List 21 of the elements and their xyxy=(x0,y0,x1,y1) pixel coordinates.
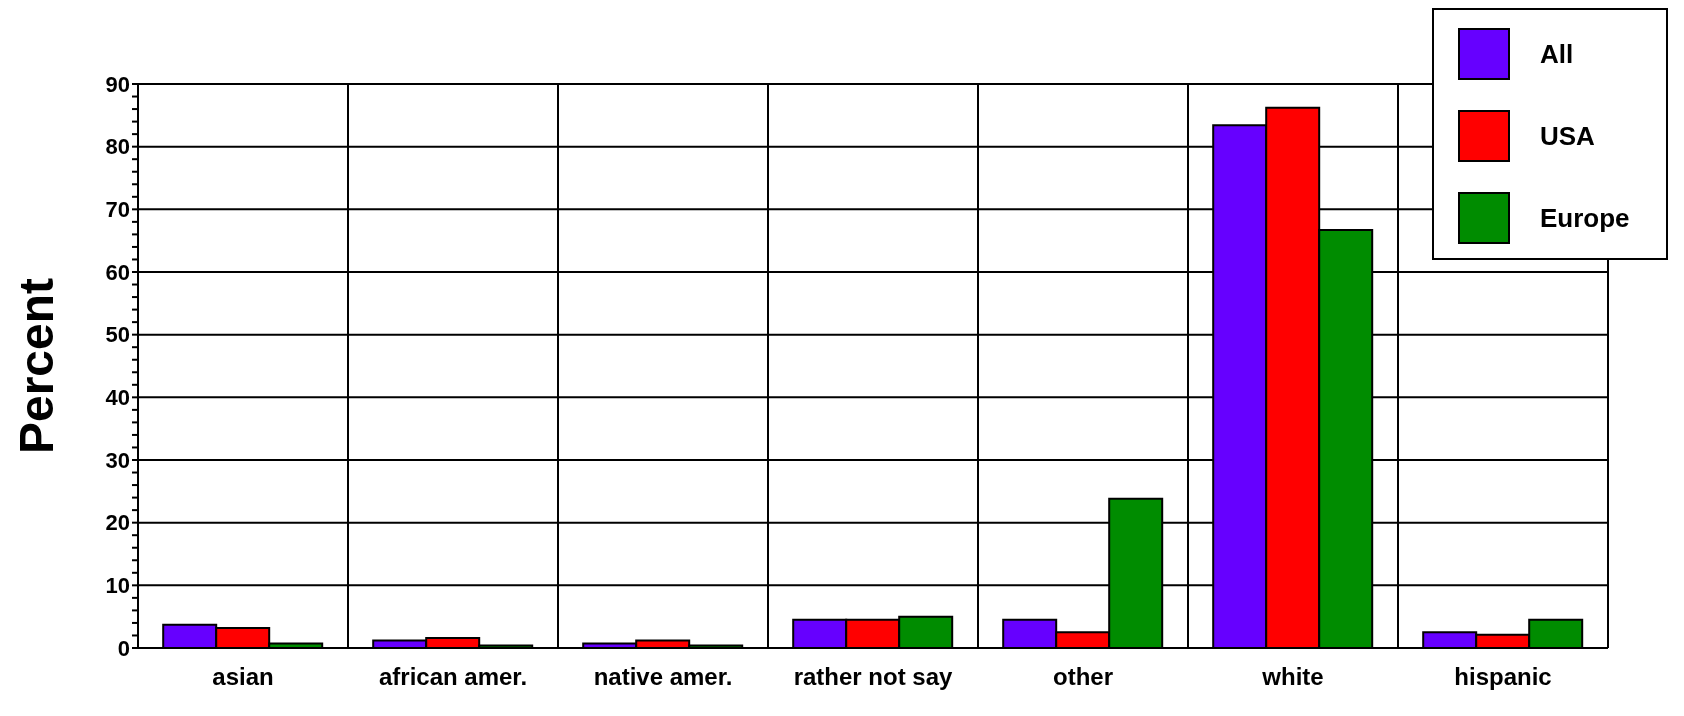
y-tick-label: 10 xyxy=(105,573,130,599)
y-tick-label: 40 xyxy=(105,385,130,411)
legend-label: USA xyxy=(1540,120,1595,152)
y-axis-title: Percent xyxy=(10,277,64,455)
y-tick-label: 20 xyxy=(105,510,130,536)
y-tick-label: 60 xyxy=(105,259,130,285)
x-tick-label: white xyxy=(1261,663,1324,691)
legend-label: All xyxy=(1540,38,1574,70)
x-tick-label: other xyxy=(1053,663,1113,691)
y-tick-label: 30 xyxy=(105,447,130,473)
x-tick-label: native amer. xyxy=(593,663,733,691)
y-tick-label: 70 xyxy=(105,197,130,223)
x-tick-label: african amer. xyxy=(378,663,528,691)
y-tick-label: 90 xyxy=(105,71,130,97)
y-tick-label: 80 xyxy=(105,134,130,160)
legend-label: Europe xyxy=(1540,202,1630,234)
x-tick-label: hispanic xyxy=(1454,663,1552,691)
x-tick-label: rather not say xyxy=(793,663,954,691)
y-tick-label: 0 xyxy=(117,635,130,661)
x-tick-label: asian xyxy=(212,663,274,691)
y-tick-label: 50 xyxy=(105,322,130,348)
